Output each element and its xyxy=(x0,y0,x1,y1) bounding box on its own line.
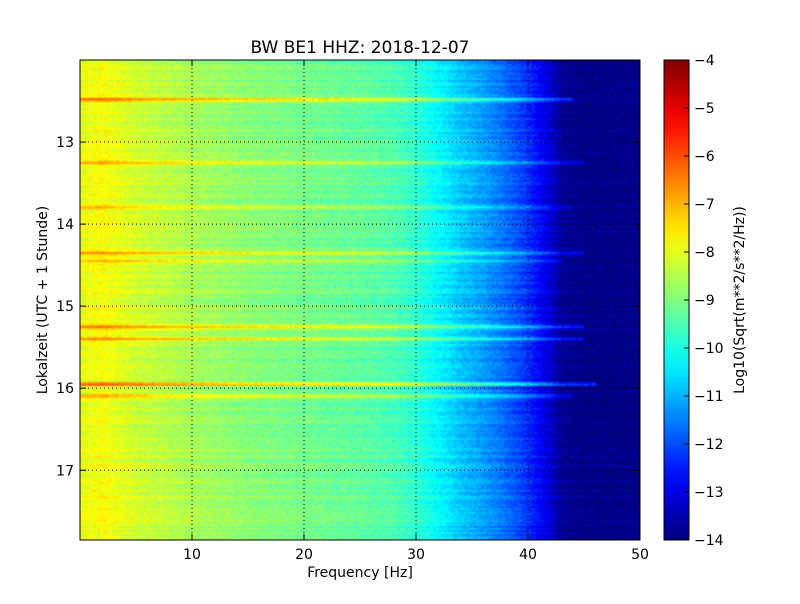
colorbar-label: Log10(Sqrt(m**2/s**2/Hz)) xyxy=(732,206,748,394)
colorbar-tick-label: −8 xyxy=(694,245,715,261)
chart-title: BW BE1 HHZ: 2018-12-07 xyxy=(250,38,469,58)
colorbar: −4 −5 −6 −7 −8 −9 −10 −11 −12 −13 −14 xyxy=(663,53,724,549)
plot-area: 10 20 30 40 50 13 14 15 16 17 xyxy=(56,59,649,563)
x-tick-label: 30 xyxy=(407,547,425,563)
colorbar-tick-label: −6 xyxy=(694,149,715,165)
colorbar-tick-label: −7 xyxy=(694,197,715,213)
y-axis-label: Lokalzeit (UTC + 1 Stunde) xyxy=(35,206,51,395)
spectrogram-heatmap xyxy=(80,60,640,540)
colorbar-tick-label: −12 xyxy=(694,437,724,453)
x-tick-label: 50 xyxy=(631,547,649,563)
x-tick-label: 10 xyxy=(183,547,201,563)
y-tick-label: 16 xyxy=(56,381,74,397)
colorbar-tick-label: −11 xyxy=(694,389,724,405)
colorbar-tick-label: −14 xyxy=(694,533,724,549)
colorbar-tick-label: −10 xyxy=(694,341,724,357)
colorbar-tick-label: −4 xyxy=(694,53,715,69)
colorbar-tick-label: −13 xyxy=(694,485,724,501)
plot-frame xyxy=(79,59,641,541)
y-tick-label: 17 xyxy=(56,463,74,479)
y-tick-label: 15 xyxy=(56,299,74,315)
colorbar-tick-label: −9 xyxy=(694,293,715,309)
colorbar-tick-label: −5 xyxy=(694,101,715,117)
y-tick-label: 14 xyxy=(56,217,74,233)
x-tick-label: 20 xyxy=(295,547,313,563)
x-tick-label: 40 xyxy=(519,547,537,563)
y-tick-label: 13 xyxy=(56,135,74,151)
x-axis-label: Frequency [Hz] xyxy=(307,565,413,581)
